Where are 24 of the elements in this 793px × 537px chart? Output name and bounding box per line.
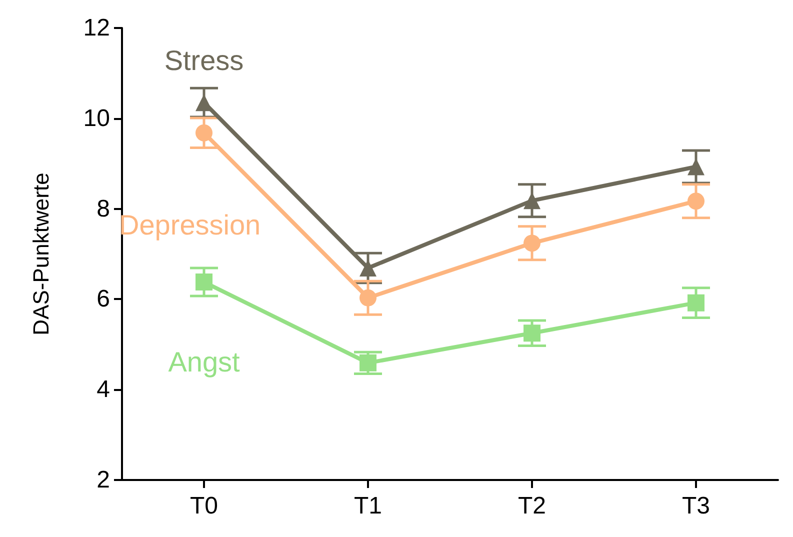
x-tick-label: T0 bbox=[190, 492, 218, 520]
series-label: Stress bbox=[164, 45, 244, 76]
point bbox=[524, 192, 540, 210]
point bbox=[360, 260, 376, 277]
x-tick-label: T2 bbox=[518, 492, 546, 520]
x-tick-label: T3 bbox=[682, 492, 710, 520]
point bbox=[688, 294, 704, 312]
y-tick-label: 4 bbox=[96, 376, 110, 404]
point bbox=[524, 324, 540, 342]
y-axis-title: DAS-Punktwerte bbox=[28, 172, 54, 336]
y-tick-label: 6 bbox=[96, 286, 110, 313]
series-label: Angst bbox=[168, 346, 240, 378]
y-tick-label: 2 bbox=[96, 466, 110, 494]
point bbox=[196, 274, 212, 291]
point bbox=[360, 289, 376, 306]
point bbox=[360, 354, 376, 372]
y-tick-label: 8 bbox=[96, 195, 110, 222]
point bbox=[524, 234, 540, 252]
point bbox=[688, 158, 704, 176]
point bbox=[688, 192, 704, 210]
y-tick-label: 10 bbox=[83, 104, 110, 132]
x-tick-label: T1 bbox=[354, 492, 382, 520]
point bbox=[196, 124, 212, 142]
y-tick-label: 12 bbox=[83, 14, 110, 42]
